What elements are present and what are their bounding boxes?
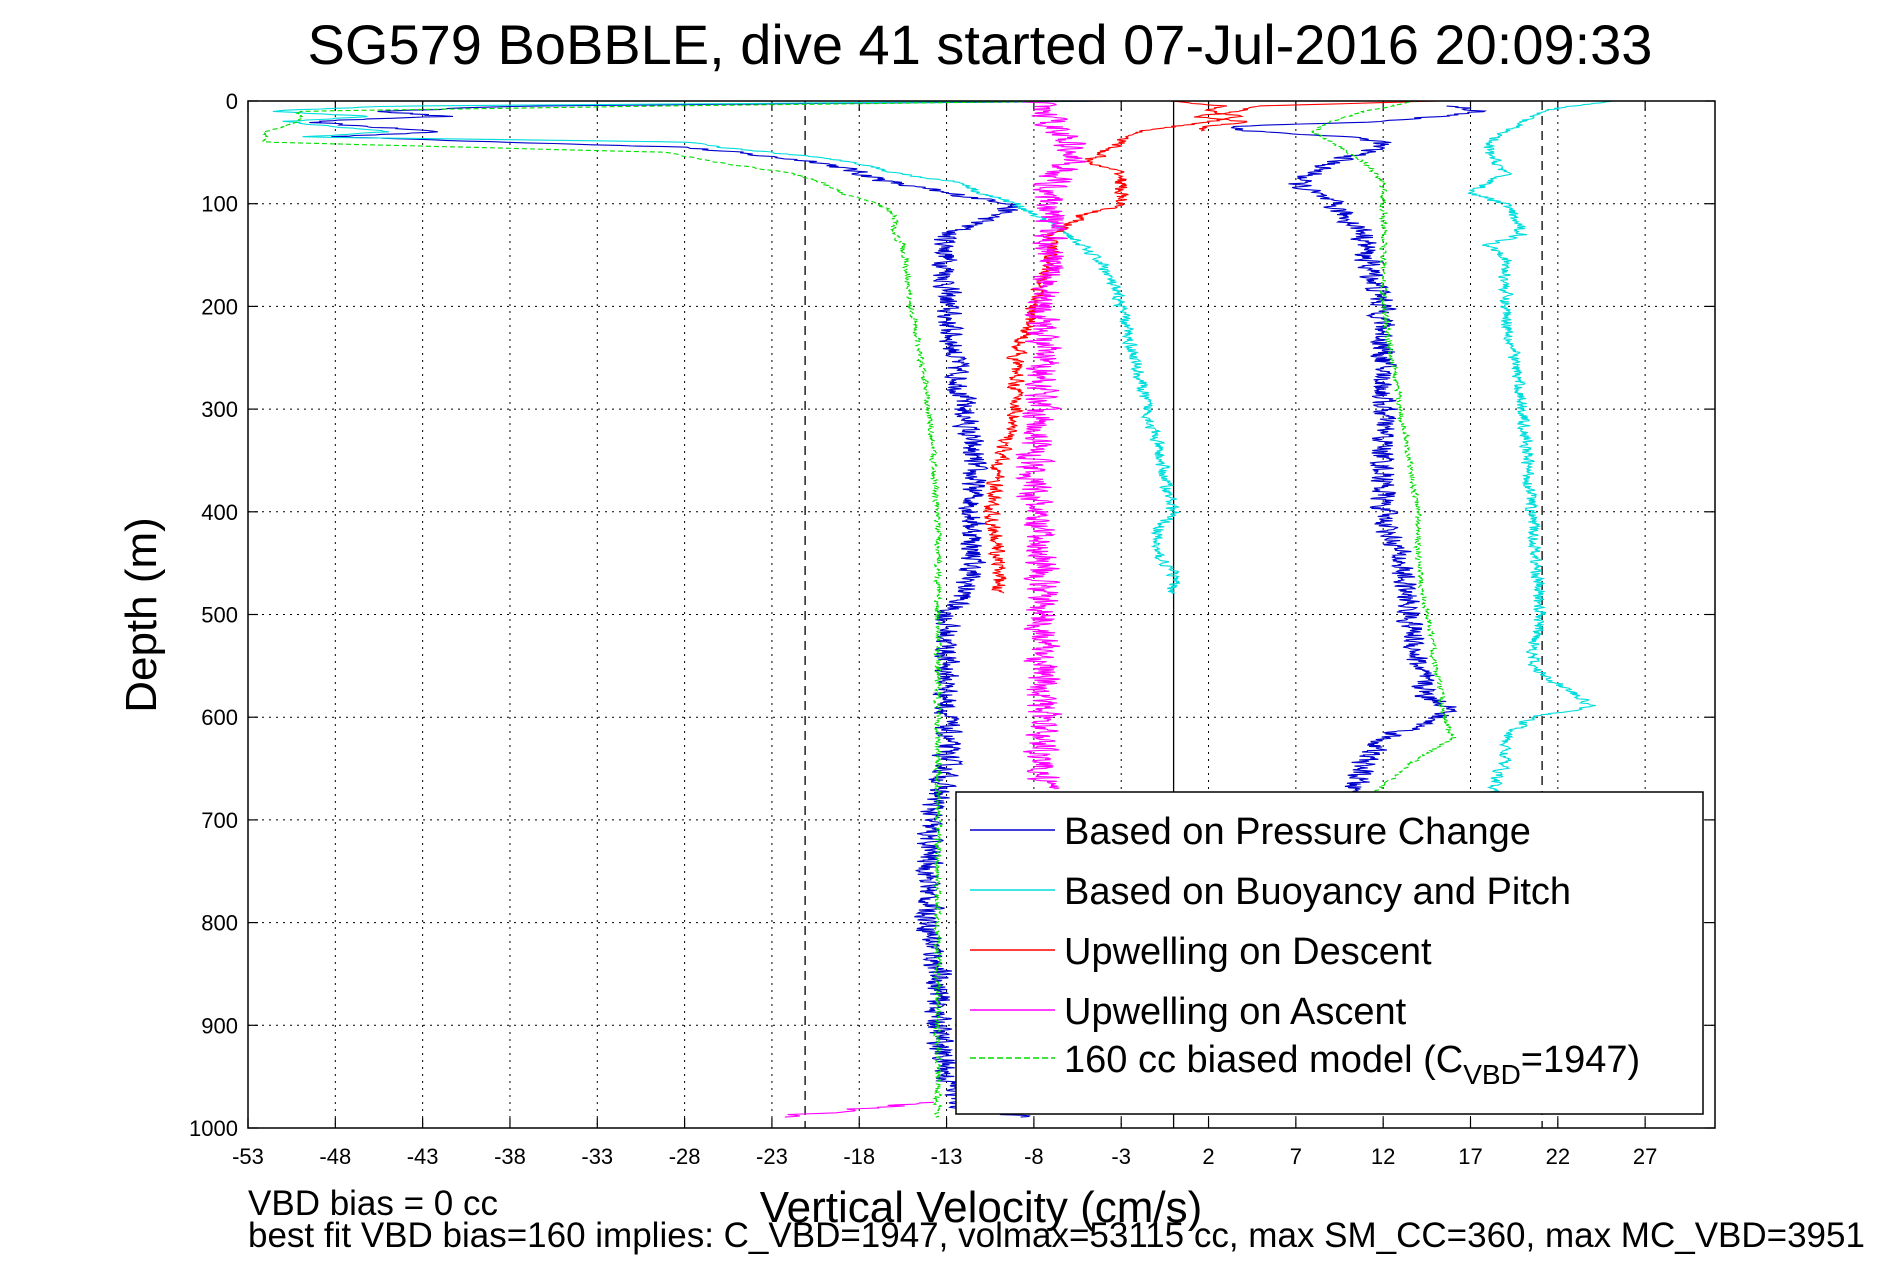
series-line <box>1193 101 1442 132</box>
legend-label: 160 cc biased model (CVBD=1947) <box>1064 1039 1640 1090</box>
x-tick-label: -48 <box>319 1144 351 1169</box>
y-tick-labels: 0 100 200 300 400 500 600 700 800 900 1000 <box>189 89 238 1141</box>
x-tick-label: 12 <box>1371 1144 1395 1169</box>
legend-label: Based on Buoyancy and Pitch <box>1064 871 1571 913</box>
series-line <box>272 101 1181 594</box>
series-line <box>261 101 1087 1118</box>
x-tick-labels: -53 -48 -43 -38 -33 -28 -23 -18 -13 -8 -3 2 7 12 17 22 2… <box>232 1144 1657 1169</box>
x-tick-label: -23 <box>756 1144 788 1169</box>
legend-label: Upwelling on Ascent <box>1064 991 1407 1033</box>
best-fit-note: best fit VBD bias=160 implies: C_VBD=194… <box>248 1216 1865 1255</box>
x-tick-label: -53 <box>232 1144 264 1169</box>
x-tick-label: 7 <box>1290 1144 1302 1169</box>
x-tick-label: -33 <box>581 1144 613 1169</box>
x-tick-label: -38 <box>494 1144 526 1169</box>
x-tick-label: -8 <box>1024 1144 1044 1169</box>
legend-box <box>955 791 1704 1115</box>
series-line <box>1231 105 1488 800</box>
series-line <box>983 101 1244 594</box>
series-line <box>309 101 1113 1118</box>
legend-label: Upwelling on Descent <box>1064 931 1432 973</box>
series-line <box>1310 101 1457 800</box>
vbd-bias-note: VBD bias = 0 cc <box>248 1184 498 1223</box>
y-tick-label: 0 <box>226 89 238 114</box>
y-tick-label: 800 <box>201 911 238 936</box>
y-axis-label: Depth (m) <box>117 517 166 713</box>
y-tick-label: 300 <box>201 397 238 422</box>
x-tick-label: 27 <box>1633 1144 1657 1169</box>
x-axis-label: Vertical Velocity (cm/s) <box>760 1183 1203 1232</box>
legend: Based on Pressure Change Based on Buoyanc… <box>955 791 1704 1115</box>
x-tick-label: -18 <box>843 1144 875 1169</box>
legend-label: Based on Pressure Change <box>1064 811 1531 853</box>
x-tick-label: 22 <box>1546 1144 1570 1169</box>
series-lines <box>261 101 1615 1118</box>
x-tick-label: -28 <box>669 1144 701 1169</box>
x-tick-label: -13 <box>931 1144 963 1169</box>
plot-frame <box>247 100 1716 1129</box>
series-line <box>1467 101 1615 800</box>
y-tick-label: 500 <box>201 603 238 628</box>
y-tick-label: 600 <box>201 705 238 730</box>
series-line <box>1014 101 1087 790</box>
y-tick-label: 700 <box>201 808 238 833</box>
y-tick-label: 1000 <box>189 1116 238 1141</box>
y-tick-label: 900 <box>201 1013 238 1038</box>
y-tick-label: 400 <box>201 500 238 525</box>
series-line <box>784 1101 934 1118</box>
x-tick-label: 2 <box>1202 1144 1214 1169</box>
x-tick-label: -3 <box>1111 1144 1131 1169</box>
y-tick-label: 100 <box>201 192 238 217</box>
chart-title: SG579 BoBBLE, dive 41 started 07-Jul-201… <box>308 13 1653 76</box>
x-tick-label: -43 <box>407 1144 439 1169</box>
y-tick-label: 200 <box>201 294 238 319</box>
x-tick-label: 17 <box>1458 1144 1482 1169</box>
